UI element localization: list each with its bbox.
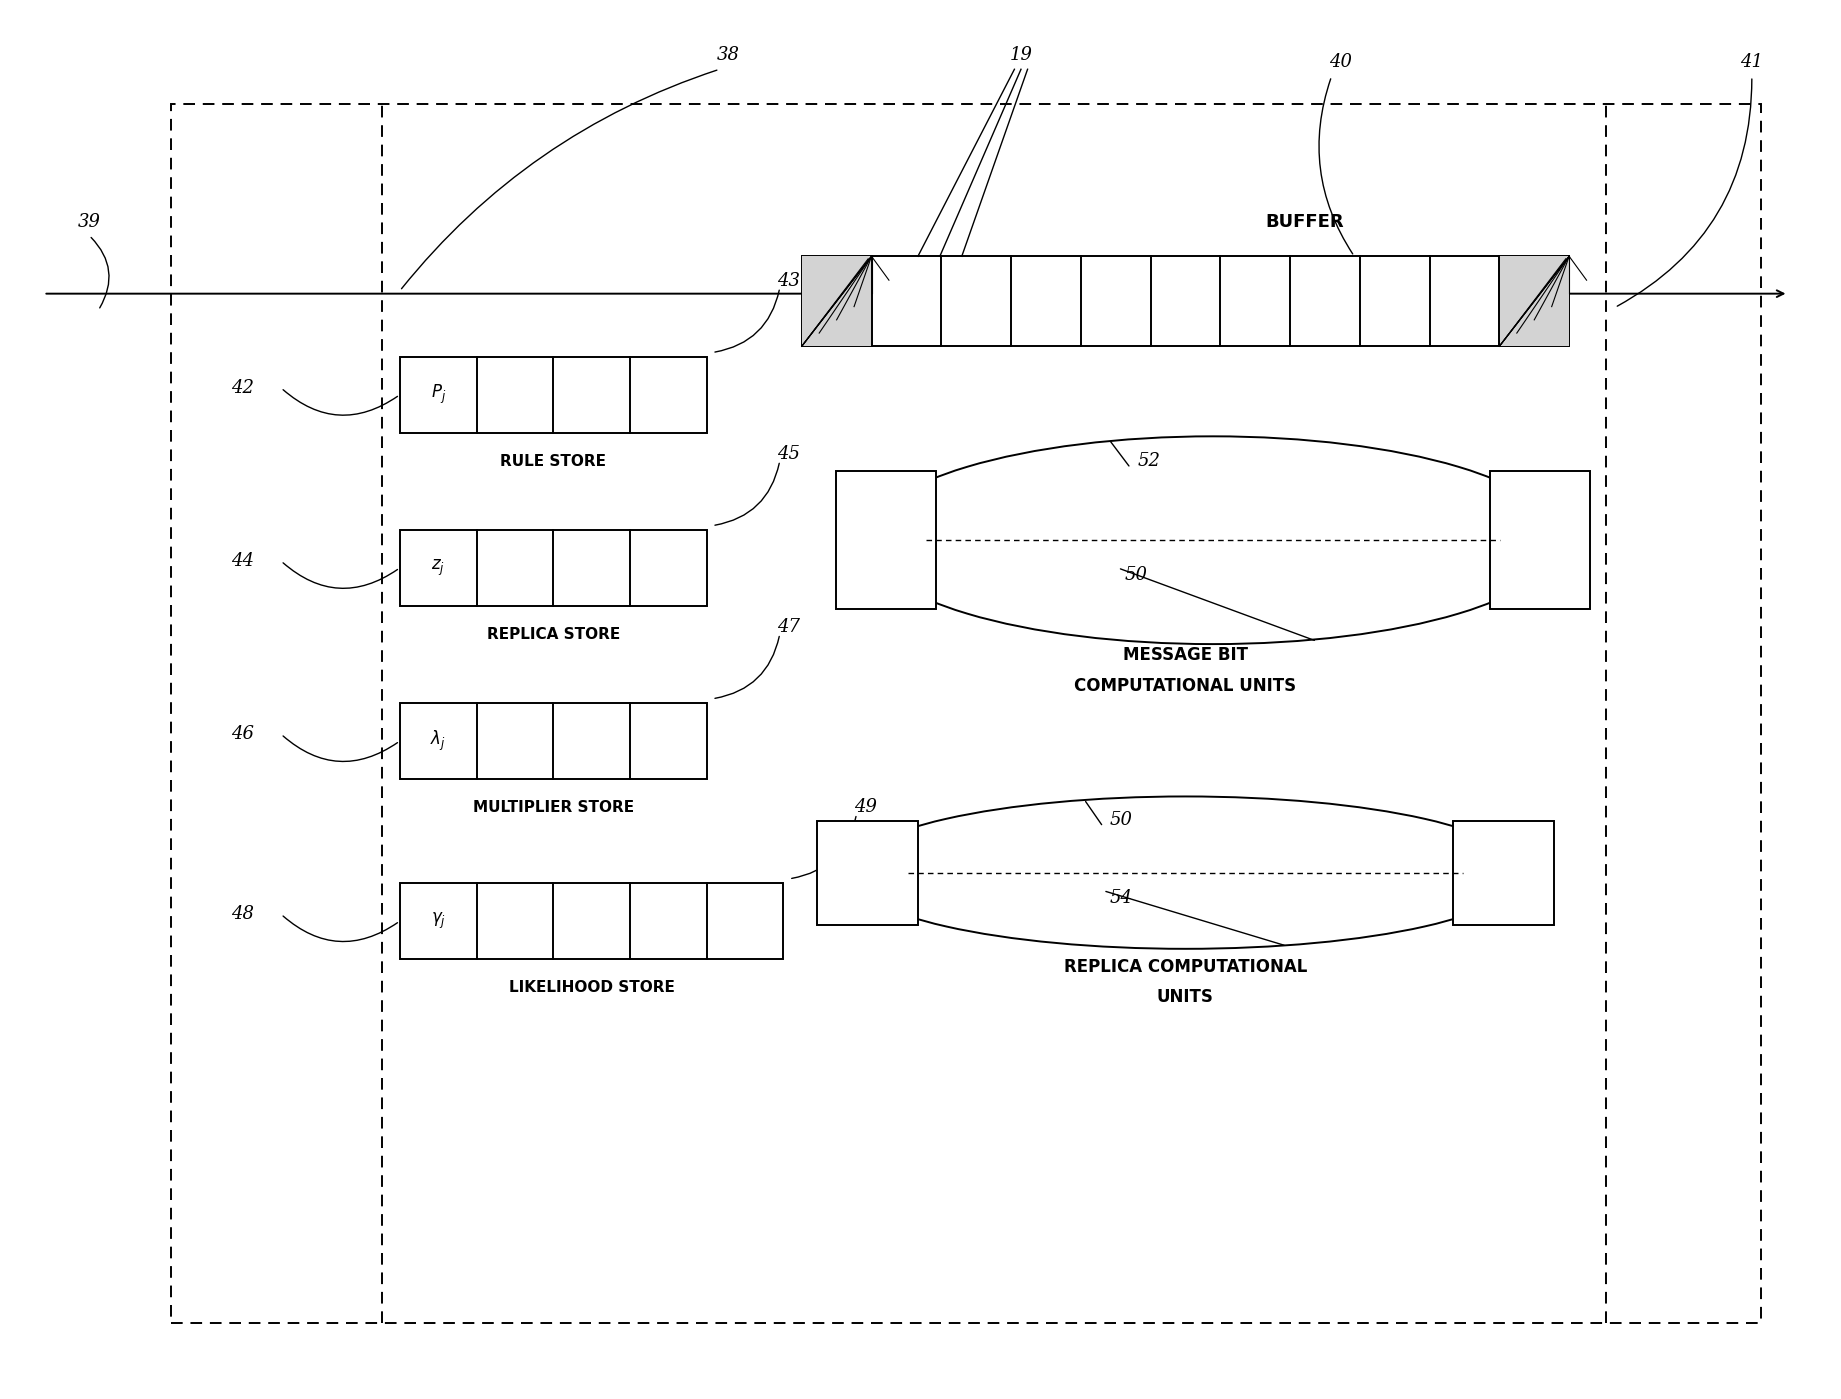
Text: BUFFER: BUFFER: [1265, 213, 1344, 231]
Text: REPLICA COMPUTATIONAL: REPLICA COMPUTATIONAL: [1064, 958, 1307, 977]
Text: 39: 39: [77, 213, 101, 231]
Text: 49: 49: [854, 797, 876, 816]
Text: $z_j$: $z_j$: [431, 558, 446, 578]
Bar: [801, 256, 871, 347]
Text: 40: 40: [1329, 53, 1353, 71]
Bar: [399, 702, 707, 779]
Bar: [399, 357, 707, 432]
Text: REPLICA STORE: REPLICA STORE: [486, 627, 620, 642]
Bar: [1456, 823, 1550, 922]
Bar: [1489, 471, 1591, 610]
Text: 38: 38: [718, 46, 740, 64]
Text: $\lambda_j$: $\lambda_j$: [431, 729, 446, 753]
Text: 45: 45: [777, 445, 801, 463]
Bar: [817, 821, 919, 925]
Text: $P_j$: $P_j$: [431, 383, 446, 406]
Text: 50: 50: [1125, 565, 1147, 583]
Bar: [839, 473, 933, 607]
Text: 46: 46: [230, 725, 254, 743]
Text: 43: 43: [777, 271, 801, 290]
Ellipse shape: [847, 796, 1524, 949]
Text: 44: 44: [230, 553, 254, 569]
Ellipse shape: [865, 436, 1559, 644]
Text: 19: 19: [1009, 46, 1033, 64]
Text: RULE STORE: RULE STORE: [501, 453, 606, 469]
Bar: [399, 883, 784, 960]
Bar: [821, 823, 915, 922]
Text: 50: 50: [1110, 811, 1132, 830]
Bar: [801, 256, 1569, 347]
Text: 47: 47: [777, 618, 801, 635]
Text: UNITS: UNITS: [1156, 988, 1213, 1006]
Text: 52: 52: [1138, 452, 1160, 470]
Bar: [836, 471, 935, 610]
Text: LIKELIHOOD STORE: LIKELIHOOD STORE: [508, 979, 674, 995]
Bar: [1453, 821, 1554, 925]
Text: MULTIPLIER STORE: MULTIPLIER STORE: [473, 800, 633, 816]
Text: COMPUTATIONAL UNITS: COMPUTATIONAL UNITS: [1075, 677, 1296, 695]
Text: 42: 42: [230, 379, 254, 397]
Text: 54: 54: [1110, 888, 1132, 907]
Bar: [1499, 256, 1569, 347]
Text: 48: 48: [230, 905, 254, 923]
Bar: [1493, 473, 1587, 607]
Text: $\gamma_j$: $\gamma_j$: [431, 911, 446, 932]
Bar: [399, 530, 707, 606]
Text: MESSAGE BIT: MESSAGE BIT: [1123, 646, 1248, 665]
Text: 41: 41: [1740, 53, 1764, 71]
